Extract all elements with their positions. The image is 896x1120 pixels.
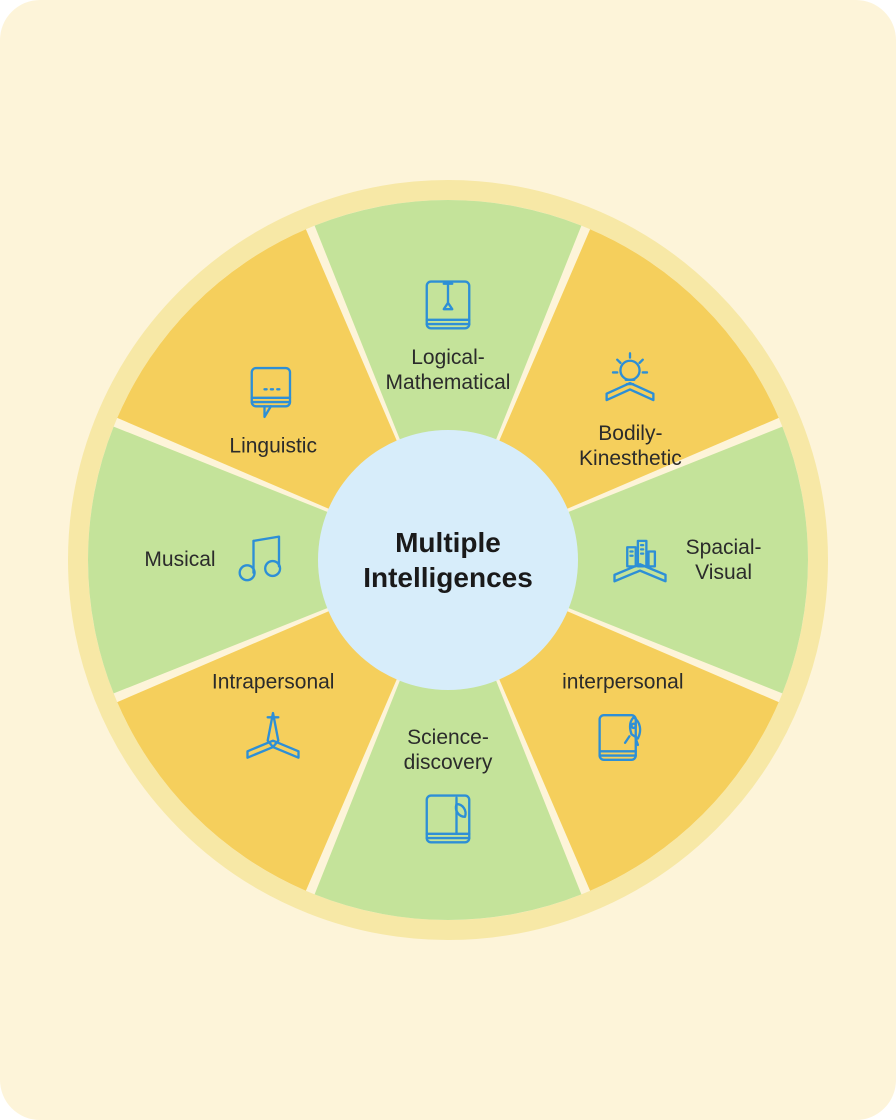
segment-content-2: Spacial-Visual [574,526,794,594]
infographic-card: Multiple Intelligences Logical-Mathemati… [0,0,896,1120]
pencil-book-icon [239,702,307,770]
segment-label: Linguistic [229,433,317,458]
segment-content-5: Intrapersonal [193,669,353,770]
center-title-line2: Intelligences [363,562,533,593]
segment-content-0: Logical-Mathematical [368,269,528,395]
segment-content-7: Linguistic [193,357,353,458]
segment-content-3: interpersonal [543,669,703,770]
music-note-icon [228,526,296,594]
center-circle: Multiple Intelligences [318,430,578,690]
center-title-line1: Multiple [395,527,501,558]
segment-content-1: Bodily-Kinesthetic [550,345,710,471]
segment-content-4: Science-discovery [368,725,528,851]
segment-label: Bodily-Kinesthetic [579,421,682,471]
leaf-book-icon [414,783,482,851]
pen-book-icon [414,269,482,337]
segment-content-6: Musical [110,526,330,594]
center-title: Multiple Intelligences [363,525,533,595]
segment-label: Intrapersonal [212,669,335,694]
segment-label: Spacial-Visual [686,535,762,585]
city-book-icon [606,526,674,594]
speech-book-icon [239,357,307,425]
segment-label: Musical [144,547,215,572]
segment-label: Science-discovery [404,725,493,775]
lightbulb-book-icon [596,345,664,413]
wheel-container: Multiple Intelligences Logical-Mathemati… [68,180,828,940]
rocket-book-icon [589,702,657,770]
segment-label: Logical-Mathematical [386,345,511,395]
segment-label: interpersonal [562,669,683,694]
